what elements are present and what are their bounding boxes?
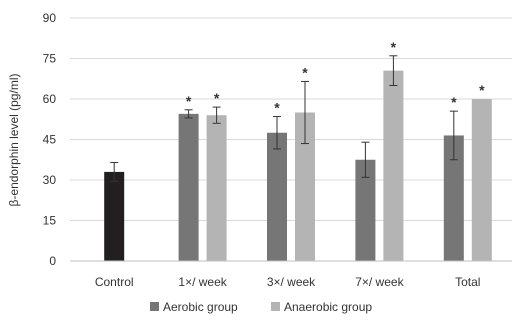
legend-label-1: Anaerobic group bbox=[284, 300, 372, 314]
significance-star-series0-cat2: * bbox=[274, 100, 280, 116]
x-tick-label-4: Total bbox=[455, 275, 480, 289]
gridlines bbox=[70, 17, 512, 221]
error-bars bbox=[110, 55, 458, 182]
bar-series0-cat1 bbox=[178, 113, 199, 261]
legend-swatch-0 bbox=[150, 302, 159, 311]
axes: 0 15 30 45 60 75 90 Control 1×/ week 3×/ week 7×/ … bbox=[43, 11, 512, 289]
bar-series0-cat3 bbox=[355, 159, 376, 261]
significance-star-series0-cat1: * bbox=[186, 93, 192, 109]
y-tick-label-15: 15 bbox=[43, 214, 57, 228]
significance-star-series1-cat4: * bbox=[479, 82, 485, 98]
x-tick-label-3: 7×/ week bbox=[355, 275, 404, 289]
bars bbox=[104, 70, 492, 262]
y-tick-label-75: 75 bbox=[43, 52, 57, 66]
y-tick-label-45: 45 bbox=[43, 133, 57, 147]
y-tick-label-30: 30 bbox=[43, 173, 57, 187]
bar-control bbox=[104, 171, 125, 261]
x-tick-label-2: 3×/ week bbox=[267, 275, 316, 289]
bar-series0-cat2 bbox=[267, 132, 287, 261]
bar-series1-cat1 bbox=[206, 115, 227, 261]
significance-star-series0-cat4: * bbox=[451, 94, 457, 110]
bar-series0-cat4 bbox=[443, 135, 464, 261]
bar-series1-cat2 bbox=[295, 112, 315, 261]
legend: Aerobic group Anaerobic group bbox=[150, 300, 372, 314]
significance-star-series1-cat3: * bbox=[391, 39, 397, 55]
y-tick-label-90: 90 bbox=[43, 11, 57, 25]
significance-star-series1-cat1: * bbox=[214, 90, 220, 106]
y-tick-label-0: 0 bbox=[49, 254, 56, 268]
legend-label-0: Aerobic group bbox=[163, 300, 238, 314]
y-axis-label: β-endorphin level (pg/ml) bbox=[7, 74, 21, 207]
bar-series1-cat3 bbox=[383, 70, 404, 262]
x-tick-label-1: 1×/ week bbox=[178, 275, 227, 289]
bar-series1-cat4 bbox=[471, 99, 492, 261]
x-tick-label-0: Control bbox=[95, 275, 134, 289]
legend-swatch-1 bbox=[271, 302, 280, 311]
significance-markers: * * * * * * * bbox=[186, 39, 485, 116]
y-tick-label-60: 60 bbox=[43, 92, 57, 106]
significance-star-series1-cat2: * bbox=[302, 64, 308, 80]
